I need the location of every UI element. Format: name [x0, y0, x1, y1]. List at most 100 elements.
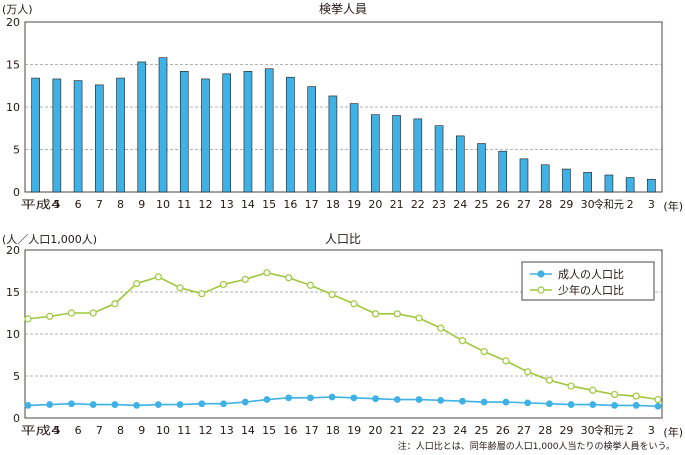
x-tick-label: 16 [283, 424, 297, 437]
bar [222, 73, 232, 193]
x-tick-label: 29 [559, 198, 573, 211]
data-point [393, 310, 401, 318]
data-point [220, 400, 227, 408]
x-tick-label: 5 [53, 198, 60, 211]
bar [307, 86, 316, 193]
data-point [111, 401, 119, 408]
y-tick-label: 5 [13, 370, 20, 383]
data-point [111, 300, 119, 308]
data-point [611, 402, 618, 409]
x-tick-label: 平成4 [21, 198, 61, 211]
legend-label: 少年の人口比 [558, 283, 624, 297]
bar [73, 80, 83, 193]
bar [498, 150, 508, 193]
legend-swatch-marker [537, 270, 545, 278]
x-tick-label: 23 [432, 198, 446, 211]
x-tick-label: 5 [53, 424, 60, 437]
x-tick-label: 17 [305, 424, 319, 437]
x-tick-label: 13 [220, 198, 234, 211]
data-point [263, 269, 271, 277]
y-axis-unit: (人／人口1,000人) [2, 233, 97, 246]
bar [349, 103, 359, 193]
data-point [372, 395, 379, 403]
x-tick-label: 7 [96, 198, 103, 211]
bar [31, 77, 40, 193]
data-point [567, 382, 575, 390]
data-point [589, 401, 597, 408]
bar [519, 158, 529, 193]
x-tick-label: 16 [283, 198, 297, 211]
data-point [524, 399, 532, 407]
data-point [133, 402, 141, 409]
data-point [502, 398, 510, 406]
legend-label: 成人の人口比 [558, 268, 624, 281]
x-tick-label: 24 [453, 424, 467, 437]
chart-title: 人口比 [325, 232, 361, 246]
x-tick-label: 17 [305, 198, 319, 211]
x-tick-label: 15 [262, 198, 276, 211]
bar [328, 95, 338, 193]
x-tick-label: 27 [517, 424, 531, 437]
data-point [198, 290, 206, 298]
x-axis-unit: (年) [663, 199, 683, 213]
data-point [89, 401, 97, 408]
x-tick-label: 14 [241, 198, 255, 211]
data-point [285, 274, 293, 282]
data-point [46, 312, 54, 320]
bar [604, 174, 614, 193]
data-point [545, 400, 553, 408]
data-point [241, 275, 249, 283]
data-point [198, 400, 206, 408]
x-tick-label: 25 [475, 198, 489, 211]
data-point [567, 401, 575, 408]
data-point [154, 273, 162, 281]
bar [455, 135, 465, 193]
bar [583, 172, 592, 193]
bar [562, 168, 571, 193]
data-point [285, 394, 293, 402]
y-tick-label: 20 [6, 16, 20, 29]
x-tick-label: 22 [411, 424, 425, 437]
bar [371, 114, 380, 193]
x-tick-label: 30 [581, 198, 595, 211]
data-point [459, 397, 466, 405]
y-tick-label: 10 [6, 101, 20, 114]
x-tick-label: 10 [156, 424, 170, 437]
data-point [328, 393, 336, 401]
x-tick-label: 9 [138, 198, 145, 211]
data-point [350, 394, 358, 402]
data-point [24, 402, 32, 409]
chart-title: 検挙人員 [319, 2, 367, 16]
data-point [133, 280, 141, 288]
x-tick-label: 平成4 [21, 424, 61, 437]
data-point [654, 395, 662, 404]
x-tick-label: 21 [390, 198, 404, 211]
x-tick-label: 6 [75, 198, 82, 211]
x-tick-label: 12 [198, 424, 212, 437]
bar [392, 115, 401, 193]
data-point [632, 402, 640, 409]
series-line [27, 271, 659, 401]
data-point [480, 398, 488, 406]
x-tick-label: 20 [368, 198, 382, 211]
data-point [480, 348, 488, 356]
data-point [502, 357, 510, 365]
bar [540, 164, 550, 193]
x-tick-label: 22 [411, 198, 425, 211]
data-point [654, 402, 662, 410]
y-tick-label: 15 [6, 59, 20, 72]
legend-box [521, 261, 655, 301]
x-tick-label: 27 [517, 198, 531, 211]
bar [286, 76, 295, 193]
data-point [371, 310, 380, 318]
x-tick-label: 23 [432, 424, 446, 437]
x-tick-label: 24 [453, 198, 467, 211]
x-tick-label: 19 [347, 424, 361, 437]
bar [116, 77, 125, 193]
y-tick-label: 0 [13, 412, 20, 425]
data-point [219, 280, 228, 289]
x-tick-label: 10 [156, 198, 170, 211]
y-tick-label: 5 [13, 144, 20, 157]
x-tick-label: 3 [648, 424, 655, 437]
data-point [241, 398, 249, 406]
